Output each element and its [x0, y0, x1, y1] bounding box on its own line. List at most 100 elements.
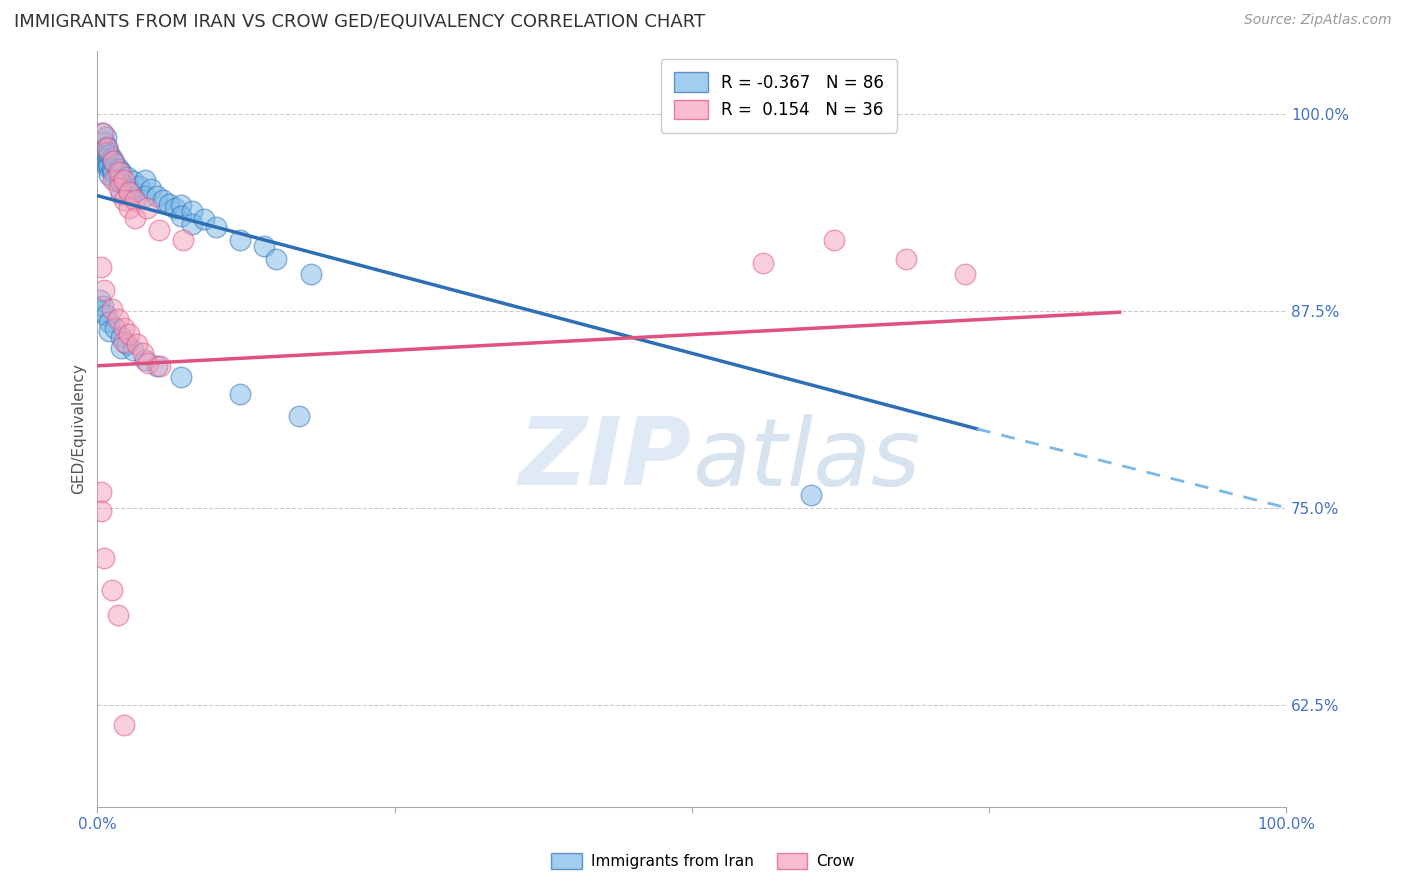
Point: [104, 173, 127, 187]
Point: [110, 176, 132, 190]
Point: [264, 252, 287, 266]
Point: [93, 135, 115, 149]
Point: [163, 201, 186, 215]
Text: ZIP: ZIP: [519, 413, 692, 505]
Point: [205, 220, 228, 235]
Point: [193, 212, 215, 227]
Point: [94, 157, 117, 171]
Point: [115, 180, 138, 194]
Point: [115, 169, 138, 184]
Point: [131, 346, 153, 360]
Point: [94, 309, 117, 323]
Point: [112, 718, 135, 732]
Point: [122, 343, 145, 357]
Point: [98, 147, 121, 161]
Point: [823, 233, 845, 247]
Point: [104, 157, 127, 171]
Point: [90, 260, 112, 274]
Point: [118, 186, 141, 200]
Point: [799, 488, 821, 502]
Point: [112, 194, 135, 208]
Point: [229, 233, 252, 247]
Point: [138, 356, 160, 370]
Point: [91, 153, 114, 167]
Point: [98, 324, 121, 338]
Point: [94, 130, 117, 145]
Point: [146, 188, 169, 202]
Point: [124, 211, 146, 225]
Point: [96, 151, 118, 165]
Point: [894, 252, 917, 266]
Point: [122, 174, 145, 188]
Point: [94, 146, 117, 161]
Point: [107, 165, 129, 179]
Point: [288, 409, 311, 424]
Point: [157, 196, 180, 211]
Point: [98, 315, 121, 329]
Point: [90, 484, 112, 499]
Point: [107, 607, 129, 622]
Point: [90, 504, 112, 518]
Point: [100, 151, 122, 165]
Point: [134, 188, 156, 202]
Point: [169, 369, 191, 384]
Y-axis label: GED/Equivalency: GED/Equivalency: [72, 363, 86, 494]
Point: [139, 182, 162, 196]
Point: [124, 194, 146, 208]
Legend: R = -0.367   N = 86, R =  0.154   N = 36: R = -0.367 N = 86, R = 0.154 N = 36: [661, 59, 897, 133]
Point: [98, 168, 121, 182]
Point: [110, 165, 132, 179]
Point: [91, 299, 114, 313]
Point: [104, 321, 127, 335]
Point: [136, 201, 159, 215]
Point: [169, 198, 191, 212]
Point: [169, 209, 191, 223]
Point: [149, 359, 172, 373]
Point: [100, 582, 122, 597]
Point: [101, 153, 124, 168]
Point: [110, 187, 132, 202]
Point: [125, 336, 148, 351]
Point: [101, 173, 124, 187]
Point: [134, 173, 156, 187]
Point: [172, 233, 194, 247]
Point: [112, 321, 135, 335]
Point: [101, 153, 124, 168]
Point: [89, 303, 111, 318]
Point: [96, 141, 118, 155]
Point: [100, 302, 122, 317]
Point: [229, 387, 252, 401]
Point: [98, 159, 121, 173]
Point: [107, 180, 129, 194]
Point: [107, 161, 129, 176]
Point: [253, 239, 276, 253]
Text: IMMIGRANTS FROM IRAN VS CROW GED/EQUIVALENCY CORRELATION CHART: IMMIGRANTS FROM IRAN VS CROW GED/EQUIVAL…: [14, 13, 706, 31]
Point: [107, 174, 129, 188]
Point: [134, 352, 156, 367]
Point: [100, 161, 122, 176]
Point: [91, 126, 114, 140]
Point: [128, 179, 150, 194]
Point: [122, 186, 145, 200]
Point: [96, 140, 118, 154]
Point: [953, 268, 976, 282]
Point: [118, 327, 141, 342]
Point: [97, 145, 120, 159]
Point: [148, 223, 170, 237]
Text: Source: ZipAtlas.com: Source: ZipAtlas.com: [1244, 13, 1392, 28]
Point: [752, 256, 775, 270]
Point: [93, 283, 115, 297]
Point: [110, 330, 132, 344]
Point: [107, 311, 129, 326]
Point: [101, 165, 124, 179]
Point: [181, 217, 204, 231]
Point: [89, 293, 111, 307]
Point: [299, 268, 322, 282]
Point: [115, 336, 138, 351]
Point: [181, 204, 204, 219]
Point: [91, 126, 114, 140]
Point: [91, 141, 114, 155]
Text: atlas: atlas: [692, 414, 920, 505]
Point: [110, 342, 132, 356]
Point: [112, 335, 135, 350]
